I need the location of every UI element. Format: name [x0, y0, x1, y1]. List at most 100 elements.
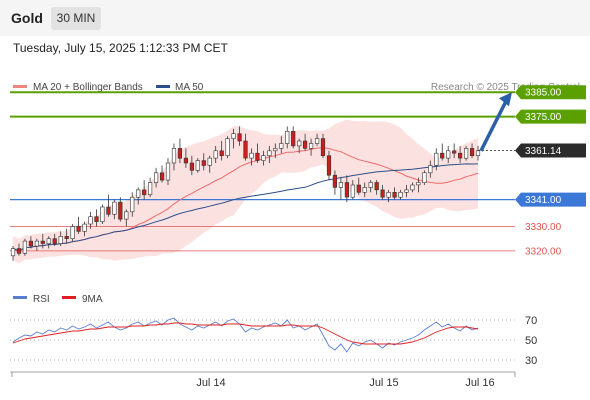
candle-body-63: [386, 192, 391, 198]
instrument-title: Gold: [11, 10, 43, 26]
price-label-bg-1: [515, 109, 586, 124]
forecast-arrow-shaft: [479, 100, 508, 152]
legend-swatch-rsi: [13, 296, 27, 299]
candle-body-43: [267, 150, 272, 157]
legend-swatch-ma50: [156, 85, 170, 88]
candle-body-77: [469, 148, 475, 156]
candle-body-20: [130, 196, 135, 213]
candle-body-67: [410, 184, 415, 191]
candle-body-65: [398, 192, 403, 198]
candle-body-78: [475, 150, 481, 157]
candle-body-74: [452, 150, 457, 154]
legend-swatch-9ma: [62, 296, 76, 299]
candle-body-52: [320, 138, 326, 157]
candle-body-7: [52, 238, 57, 244]
candle-body-55: [338, 182, 344, 188]
candle-body-38: [237, 133, 242, 142]
candle-body-46: [285, 131, 290, 144]
candle-body-49: [302, 140, 308, 149]
timeframe-button[interactable]: 30 MIN: [51, 7, 101, 30]
candle-body-60: [368, 182, 373, 188]
candle-body-54: [332, 174, 338, 188]
ma50-line: [12, 163, 479, 252]
candle-body-40: [249, 152, 254, 159]
bollinger-band: [13, 119, 478, 264]
rsi-ma-line: [12, 322, 479, 345]
candle-body-62: [380, 189, 385, 198]
candle-body-56: [344, 182, 350, 198]
candle-body-42: [261, 155, 266, 161]
candle-body-8: [58, 236, 63, 244]
candle-body-28: [177, 148, 183, 159]
candle-body-3: [28, 240, 34, 247]
price-label-1: 3375.00: [525, 112, 562, 123]
candle-body-21: [136, 189, 141, 198]
candle-body-68: [416, 182, 421, 186]
candle-body-50: [308, 143, 314, 149]
candle-body-39: [243, 140, 248, 159]
candle-body-18: [118, 201, 123, 220]
candle-body-75: [457, 152, 463, 159]
x-tick-label-2: Jul 16: [465, 377, 494, 389]
legend-swatch-ma20: [13, 85, 27, 88]
candle-body-16: [106, 206, 111, 215]
legend-label-ma20: MA 20 + Bollinger Bands: [33, 82, 143, 93]
candle-body-35: [219, 150, 224, 157]
price-label-2: 3361.14: [525, 146, 562, 157]
candle-body-12: [82, 223, 87, 232]
candle-body-15: [100, 206, 105, 222]
header-bar: Gold 30 MIN: [0, 0, 590, 36]
candle-body-10: [70, 226, 75, 239]
candle-body-34: [213, 150, 218, 159]
price-label-5: 3320.00: [525, 246, 562, 257]
candle-body-11: [76, 226, 81, 232]
candle-body-1: [16, 248, 22, 254]
candle-body-31: [195, 160, 200, 171]
candle-body-45: [279, 143, 284, 149]
rsi-tick-2: 30: [525, 355, 537, 367]
candle-body-59: [362, 187, 367, 193]
candle-body-29: [183, 157, 189, 164]
price-label-bg-0: [515, 85, 586, 100]
candle-body-53: [326, 155, 332, 176]
report-datetime: Tuesday, July 15, 2025 1:12:33 PM CET: [13, 41, 228, 55]
x-tick-label-1: Jul 15: [369, 377, 398, 389]
price-label-3: 3341.00: [525, 195, 562, 206]
candle-body-71: [434, 152, 439, 166]
candle-body-5: [40, 240, 45, 244]
legend-label-ma50: MA 50: [175, 82, 204, 93]
legend-label-rsi: RSI: [33, 294, 50, 305]
price-label-0: 3385.00: [525, 88, 562, 99]
candle-body-22: [142, 189, 147, 196]
candle-body-17: [112, 201, 117, 215]
candle-body-19: [124, 211, 129, 220]
forecast-arrow-head: [499, 92, 512, 107]
candle-body-30: [189, 162, 195, 171]
candle-body-72: [440, 152, 445, 159]
candle-body-4: [34, 240, 39, 247]
candle-body-9: [64, 236, 69, 240]
candle-body-73: [446, 150, 451, 159]
candle-body-26: [165, 162, 171, 181]
candle-body-47: [291, 131, 296, 147]
price-label-bg-3: [515, 192, 586, 207]
price-label-bg-2: [515, 143, 586, 158]
candle-body-25: [160, 172, 165, 181]
candle-body-44: [273, 148, 278, 152]
rsi-line: [12, 317, 479, 353]
candle-body-76: [463, 148, 469, 159]
candle-body-0: [10, 248, 16, 257]
rsi-tick-0: 70: [525, 315, 537, 327]
candle-body-70: [428, 165, 433, 174]
candle-body-51: [314, 138, 320, 144]
candle-body-66: [404, 189, 409, 193]
candle-body-36: [225, 138, 230, 157]
x-tick-label-0: Jul 14: [196, 377, 225, 389]
candle-body-33: [207, 157, 212, 166]
candle-body-14: [94, 216, 99, 222]
legend-label-9ma: 9MA: [82, 294, 103, 305]
candle-body-69: [422, 172, 427, 183]
candle-body-41: [255, 152, 260, 161]
